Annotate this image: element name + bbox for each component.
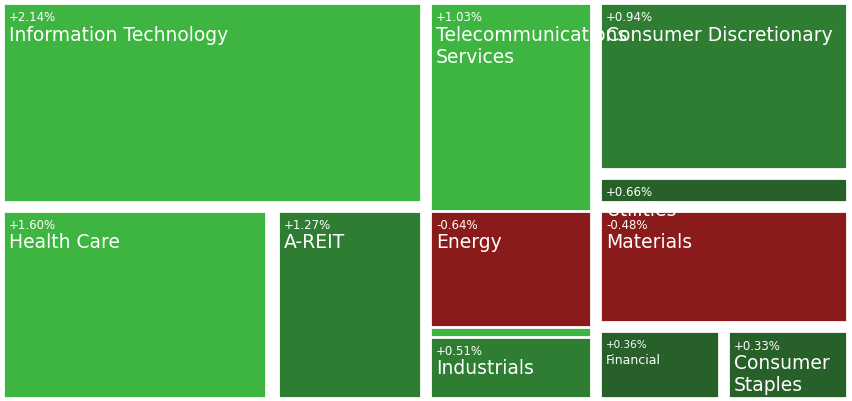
Text: Energy: Energy bbox=[435, 233, 501, 252]
Text: +1.27%: +1.27% bbox=[284, 219, 331, 232]
Text: Consumer
Staples: Consumer Staples bbox=[733, 354, 829, 395]
Bar bbox=[599, 178, 846, 202]
Text: Materials: Materials bbox=[605, 233, 691, 252]
Bar bbox=[3, 211, 266, 398]
Text: Industrials: Industrials bbox=[435, 359, 533, 378]
Bar bbox=[429, 336, 590, 398]
Text: +0.94%: +0.94% bbox=[605, 11, 653, 24]
Text: A-REIT: A-REIT bbox=[284, 233, 345, 252]
Bar bbox=[278, 211, 421, 398]
Text: Financial: Financial bbox=[605, 354, 660, 367]
Text: +0.66%: +0.66% bbox=[605, 186, 653, 199]
Bar bbox=[599, 211, 846, 322]
Bar bbox=[429, 3, 590, 398]
Text: +1.60%: +1.60% bbox=[9, 219, 56, 232]
Text: -0.64%: -0.64% bbox=[435, 219, 477, 232]
Text: Utilities: Utilities bbox=[605, 200, 676, 219]
Bar bbox=[599, 3, 846, 169]
Text: +1.03%: +1.03% bbox=[435, 11, 482, 24]
Bar bbox=[599, 332, 718, 398]
Text: -0.48%: -0.48% bbox=[605, 219, 647, 232]
Text: +0.36%: +0.36% bbox=[605, 340, 647, 350]
Bar bbox=[727, 332, 846, 398]
Text: +0.33%: +0.33% bbox=[733, 340, 780, 352]
Bar bbox=[3, 3, 421, 202]
Text: +0.51%: +0.51% bbox=[435, 345, 482, 358]
Text: Consumer Discretionary: Consumer Discretionary bbox=[605, 26, 832, 45]
Text: Information Technology: Information Technology bbox=[9, 26, 228, 45]
Text: +2.14%: +2.14% bbox=[9, 11, 56, 24]
Bar bbox=[429, 211, 590, 327]
Text: Health Care: Health Care bbox=[9, 233, 120, 252]
Text: Telecommunications
Services: Telecommunications Services bbox=[435, 26, 626, 67]
